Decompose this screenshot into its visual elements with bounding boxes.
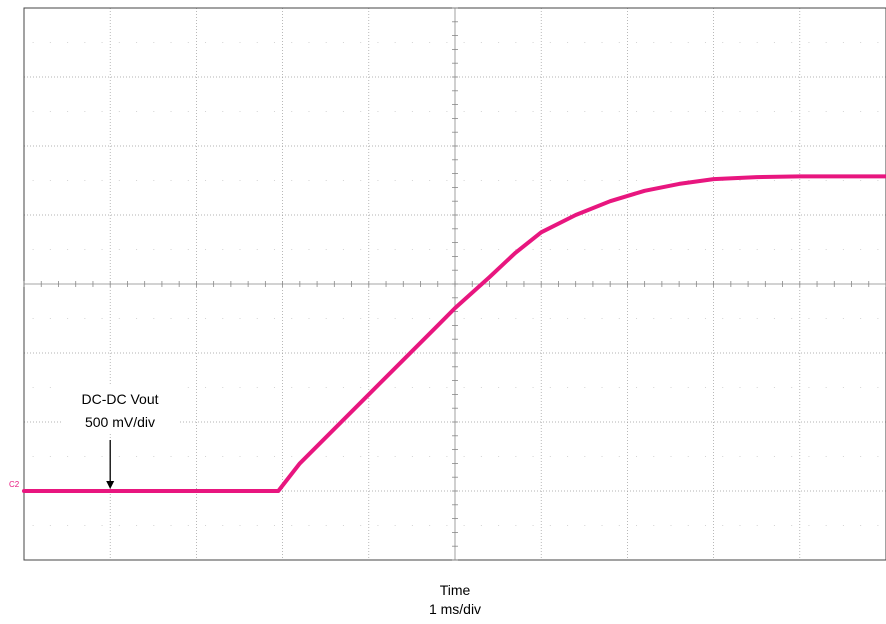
annotation-line-2: 500 mV/div <box>85 414 155 430</box>
trace-group <box>22 174 886 493</box>
x-axis-label: Time <box>440 582 471 598</box>
annotation: DC-DC Vout 500 mV/div <box>62 386 180 489</box>
annotation-bg <box>62 386 180 434</box>
channel-marker: C2 <box>9 480 20 489</box>
annotation-line-1: DC-DC Vout <box>81 391 158 407</box>
annotation-arrow-head <box>106 481 115 489</box>
center-axes <box>23 7 886 561</box>
x-axis-scale: 1 ms/div <box>429 601 481 617</box>
